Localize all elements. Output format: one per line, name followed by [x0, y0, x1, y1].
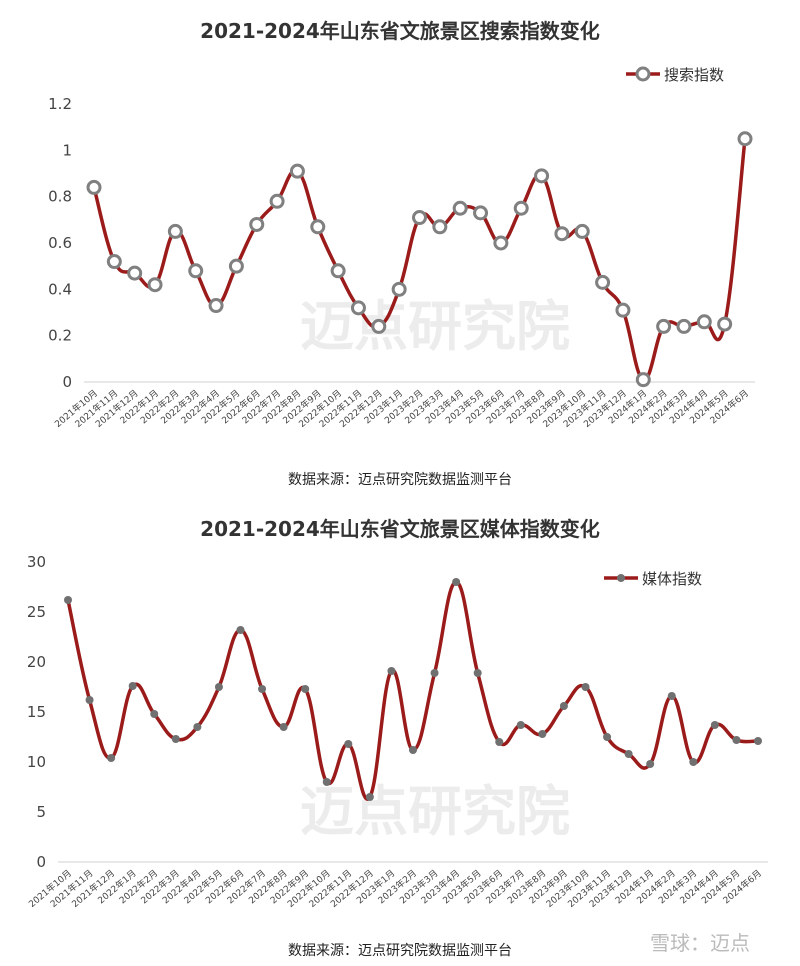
data-point: [635, 372, 651, 388]
data-point: [737, 131, 753, 147]
y-tick-label: 15: [27, 703, 46, 721]
data-point: [371, 318, 387, 334]
data-point: [269, 193, 285, 209]
data-point: [249, 216, 265, 232]
data-point: [409, 746, 417, 754]
data-point: [279, 723, 288, 731]
data-point: [559, 702, 568, 710]
data-point: [574, 223, 590, 239]
watermark-logo: 迈点研究院: [300, 295, 570, 358]
data-point: [430, 669, 439, 677]
data-point: [188, 263, 204, 279]
data-point: [656, 318, 672, 334]
footer-watermark: 雪球：迈点: [650, 931, 750, 955]
y-tick-label: 25: [27, 603, 46, 621]
data-point: [350, 300, 366, 316]
data-point: [624, 750, 633, 758]
data-point: [365, 793, 374, 801]
data-point: [236, 626, 245, 634]
data-point: [322, 778, 331, 786]
data-point: [391, 281, 407, 297]
data-point: [228, 258, 244, 274]
data-source: 数据来源：迈点研究院数据监测平台: [288, 472, 512, 488]
data-point: [344, 740, 353, 748]
data-point: [171, 735, 180, 743]
legend-label: 搜索指数: [664, 66, 724, 84]
data-point: [289, 163, 305, 179]
y-tick-label: 30: [27, 553, 46, 571]
legend-marker: [617, 574, 625, 582]
data-point: [595, 274, 611, 290]
data-point: [689, 758, 698, 766]
data-point: [495, 738, 504, 746]
y-tick-label: 0.2: [48, 327, 72, 345]
data-point: [473, 205, 489, 221]
legend-label: 媒体指数: [642, 570, 702, 588]
data-point: [167, 223, 183, 239]
data-point: [387, 667, 396, 675]
data-point: [64, 596, 72, 604]
y-tick-label: 1: [62, 141, 72, 159]
y-tick-label: 5: [36, 803, 46, 821]
data-point: [128, 682, 137, 690]
y-tick-label: 0: [62, 373, 72, 391]
y-tick-label: 0.8: [48, 188, 72, 206]
data-point: [603, 733, 612, 741]
data-point: [147, 277, 163, 293]
data-point: [107, 754, 116, 762]
data-point: [412, 210, 427, 226]
data-point: [754, 737, 762, 745]
data-point: [516, 721, 525, 729]
data-point: [676, 318, 692, 334]
data-point: [150, 710, 159, 718]
data-point: [667, 692, 676, 700]
data-point: [85, 696, 94, 704]
y-tick-label: 0: [36, 853, 46, 871]
data-point: [432, 219, 448, 235]
y-tick-label: 0.6: [48, 234, 72, 252]
data-point: [646, 760, 655, 768]
data-point: [301, 685, 310, 693]
chart-title: 2021-2024年山东省文旅景区媒体指数变化: [200, 517, 600, 541]
series-line: [66, 580, 759, 801]
data-point: [513, 200, 529, 216]
data-point: [452, 578, 461, 586]
data-point: [732, 736, 741, 744]
y-tick-label: 20: [27, 653, 46, 671]
data-point: [493, 235, 509, 251]
y-tick-label: 1.2: [48, 95, 72, 113]
data-point: [127, 265, 143, 281]
series-line: [92, 138, 747, 382]
data-point: [554, 226, 570, 242]
data-point: [86, 179, 102, 195]
data-point: [258, 685, 267, 693]
watermark-logo: 迈点研究院: [300, 780, 570, 843]
legend-marker: [635, 66, 651, 82]
data-point: [717, 316, 733, 332]
data-point: [538, 730, 547, 738]
y-tick-label: 0.4: [48, 280, 72, 298]
data-point: [473, 669, 482, 677]
data-point: [214, 683, 223, 691]
data-point: [534, 168, 550, 184]
data-point: [710, 721, 719, 729]
data-point: [193, 723, 202, 731]
data-point: [106, 254, 122, 270]
data-point: [208, 298, 224, 314]
data-point: [615, 302, 631, 318]
data-point: [330, 263, 346, 279]
y-tick-label: 10: [27, 753, 46, 771]
data-point: [581, 683, 590, 691]
data-point: [310, 219, 326, 235]
data-source: 数据来源：迈点研究院数据监测平台: [288, 943, 512, 959]
data-point: [696, 314, 712, 330]
data-point: [452, 200, 468, 216]
chart-title: 2021-2024年山东省文旅景区搜索指数变化: [200, 19, 600, 43]
